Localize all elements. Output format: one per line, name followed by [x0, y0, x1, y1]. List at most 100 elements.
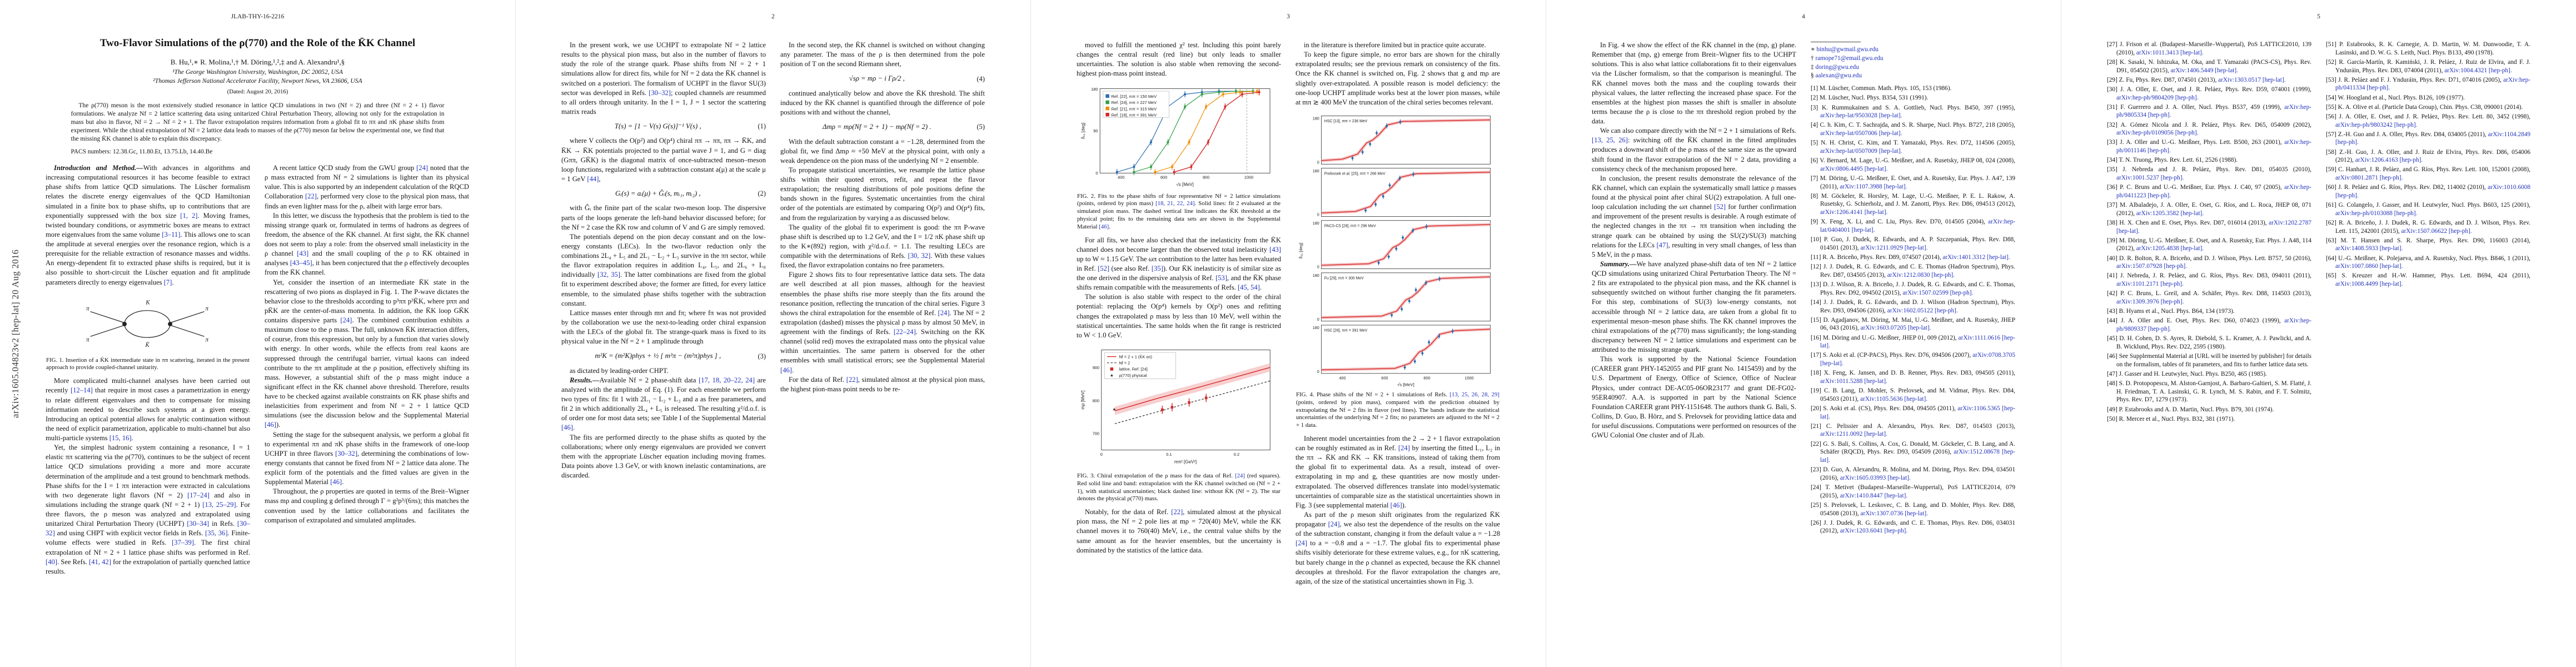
citation-link[interactable]: [46] — [561, 424, 573, 432]
arxiv-link[interactable]: arXiv:1307.0736 [hep-lat]. — [1860, 510, 1928, 517]
arxiv-link[interactable]: arXiv:1202.2787 [hep-lat]. — [2116, 219, 2311, 235]
arxiv-link[interactable]: arXiv:1211.0929 [hep-lat]. — [1860, 244, 1928, 251]
arxiv-link[interactable]: arXiv:1205.4838 [hep-lat]. — [2136, 245, 2204, 252]
citation-link[interactable]: [35, 36] — [205, 529, 228, 537]
arxiv-link[interactable]: arXiv:1309.3976 [hep-ph]. — [2116, 298, 2184, 305]
citation-link[interactable]: [30–32] — [335, 449, 358, 457]
arxiv-link[interactable]: arXiv:1507.06622 [hep-ph]. — [2401, 227, 2472, 235]
citation-link[interactable]: [1, 2] — [180, 211, 198, 220]
arxiv-link[interactable]: arXiv:1602.05122 [hep-ph]. — [1887, 307, 1958, 314]
arxiv-link[interactable]: arXiv:1507.07928 [hep-ph]. — [2116, 263, 2188, 270]
arxiv-link[interactable]: arXiv:1008.4499 [hep-lat]. — [2335, 281, 2403, 288]
arxiv-link[interactable]: arXiv:1107.3988 [hep-lat]. — [1840, 183, 1907, 190]
arxiv-link[interactable]: arXiv:hep-ph/9804209 [hep-ph]. — [2116, 94, 2199, 101]
arxiv-link[interactable]: arXiv:1603.07205 [hep-lat]. — [1860, 325, 1931, 332]
arxiv-link[interactable]: arXiv:0801.2871 [hep-ph]. — [2335, 175, 2403, 182]
citation-link[interactable]: [24] — [1398, 444, 1410, 452]
arxiv-link[interactable]: arXiv:hep-ph/0011146 [hep-ph]. — [2116, 139, 2311, 155]
arxiv-link[interactable]: arXiv:hep-ph/0103088 [hep-ph]. — [2335, 210, 2418, 217]
arxiv-link[interactable]: arXiv:1303.0517 [hep-lat]. — [2218, 76, 2286, 83]
citation-link[interactable]: [24] — [1328, 520, 1340, 529]
arxiv-link[interactable]: arXiv:1408.5933 [hep-lat]. — [2335, 245, 2403, 252]
arxiv-link[interactable]: arXiv:1410.8447 [hep-lat]. — [1840, 492, 1908, 499]
citation-link[interactable]: [46] — [1099, 223, 1109, 230]
arxiv-link[interactable]: arXiv:1211.0092 [hep-lat]. — [1820, 431, 1887, 438]
arxiv-link[interactable]: arXiv:hep-lat/9503028 [hep-lat]. — [1820, 112, 1902, 120]
citation-link[interactable]: [24] — [1234, 472, 1245, 479]
citation-link[interactable]: [46] — [780, 366, 792, 374]
citation-link[interactable]: [22] — [846, 375, 858, 384]
citation-link[interactable]: [43] — [297, 250, 309, 258]
arxiv-link[interactable]: arXiv:0806.4495 [hep-lat]. — [1820, 165, 1888, 172]
citation-link[interactable]: [53] — [1215, 274, 1228, 282]
arxiv-link[interactable]: arXiv:1101.2171 [hep-ph]. — [2116, 281, 2184, 288]
citation-link[interactable]: [44] — [587, 175, 599, 183]
arxiv-link[interactable]: arXiv:1105.5636 [hep-lat]. — [1860, 395, 1928, 402]
citation-link[interactable]: [46] — [330, 478, 342, 486]
email-link[interactable]: doring@gwu.edu — [1815, 63, 1859, 71]
arxiv-link[interactable]: arXiv:1512.08678 [hep-lat]. — [1820, 449, 2015, 464]
email-link[interactable]: ramope71@email.gwu.edu — [1815, 54, 1884, 62]
citation-link[interactable]: [32, 35] — [597, 271, 620, 279]
arxiv-link[interactable]: arXiv:1106.5365 [hep-lat]. — [1820, 405, 2015, 420]
citation-link[interactable]: [43] — [1269, 245, 1281, 253]
arxiv-link[interactable]: arXiv:1401.3312 [hep-lat]. — [1942, 254, 2010, 261]
arxiv-link[interactable]: arXiv:1001.5237 [hep-ph]. — [2116, 175, 2184, 182]
citation-link[interactable]: [24] — [938, 308, 950, 317]
arxiv-link[interactable]: arXiv:1004.4321 [hep-ph]. — [2444, 67, 2512, 74]
citation-link[interactable]: [18, 21, 22, 24] — [1155, 200, 1195, 207]
arxiv-link[interactable]: arXiv:1203.6041 [hep-ph]. — [1840, 527, 1908, 535]
email-link[interactable]: aalexan@gwu.edu — [1815, 72, 1862, 79]
citation-link[interactable]: [7] — [163, 278, 172, 286]
citation-link[interactable]: [46] — [1390, 501, 1402, 509]
citation-link[interactable]: [41, 42] — [89, 558, 111, 566]
citation-link[interactable]: [46] — [265, 421, 276, 429]
citation-link[interactable]: [52] — [1714, 203, 1726, 211]
arxiv-link[interactable]: arXiv:hep-lat/0507009 [hep-lat]. — [1820, 147, 1902, 155]
citation-link[interactable]: [22] — [1171, 508, 1183, 516]
citation-link[interactable]: [13, 25, 26, 28, 29] — [1449, 391, 1499, 398]
citation-link[interactable]: [35] — [1151, 264, 1163, 272]
citation-link[interactable]: [43–45] — [290, 259, 312, 267]
citation-link[interactable]: [24] — [1296, 539, 1307, 547]
arxiv-link[interactable]: arXiv:1206.4163 [hep-ph]. — [2355, 157, 2423, 164]
citation-link[interactable]: [17, 18, 20–22, 24] — [699, 376, 755, 384]
arxiv-link[interactable]: arXiv:hep-ph/0109056 [hep-ph]. — [2116, 130, 2199, 137]
email-link[interactable]: binhu@gwmail.gwu.edu — [1816, 46, 1879, 53]
arxiv-link[interactable]: arXiv:1507.02599 [hep-ph]. — [1902, 289, 1974, 296]
arxiv-link[interactable]: arXiv:1206.4141 [hep-lat]. — [1820, 209, 1888, 216]
citation-link[interactable]: [40] — [46, 558, 57, 566]
citation-link[interactable]: [30–34] — [187, 520, 210, 528]
arxiv-link[interactable]: arXiv:1007.0860 [hep-lat]. — [2335, 263, 2403, 270]
arxiv-link[interactable]: arXiv:1205.3582 [hep-lat]. — [2136, 210, 2204, 217]
arxiv-link[interactable]: arXiv:hep-ph/0411334 [hep-ph]. — [2335, 76, 2530, 92]
arxiv-link[interactable]: arXiv:0708.3705 [hep-lat]. — [1820, 352, 2015, 367]
citation-link[interactable]: [3–11] — [162, 230, 181, 238]
citation-link[interactable]: [45, 54] — [1237, 283, 1260, 292]
arxiv-link[interactable]: arXiv:hep-ph/0411223 [hep-ph]. — [2116, 184, 2311, 199]
arxiv-link[interactable]: arXiv:1104.2849 [hep-ph]. — [2335, 131, 2530, 146]
arxiv-link[interactable]: arXiv:hep-lat/0404001 [hep-lat]. — [1820, 218, 2015, 233]
citation-link[interactable]: [13, 25–29] — [202, 500, 236, 509]
citation-link[interactable]: [30–32] — [649, 88, 671, 97]
arxiv-link[interactable]: arXiv:hep-ph/9805334 [hep-ph]. — [2116, 103, 2311, 119]
arxiv-link[interactable]: arXiv:hep-lat/0507006 [hep-lat]. — [1820, 130, 1902, 137]
arxiv-link[interactable]: arXiv:1011.3413 [hep-lat]. — [2136, 49, 2204, 56]
citation-link[interactable]: [24] — [416, 164, 428, 172]
citation-link[interactable]: [12–14] — [70, 386, 93, 395]
arxiv-link[interactable]: arXiv:hep-ph/9809337 [hep-ph]. — [2116, 317, 2311, 332]
citation-link[interactable]: [30, 32] — [908, 252, 931, 260]
citation-link[interactable]: [22–24] — [893, 328, 916, 336]
citation-link[interactable]: [24] — [340, 316, 352, 324]
citation-link[interactable]: [15, 16] — [109, 434, 132, 442]
citation-link[interactable]: [52] — [1098, 264, 1110, 272]
arxiv-link[interactable]: arXiv:1011.5288 [hep-lat]. — [1820, 377, 1887, 385]
citation-link[interactable]: [30–32] — [46, 520, 250, 537]
arxiv-link[interactable]: arXiv:hep-ph/9803242 [hep-ph]. — [2335, 121, 2418, 128]
arxiv-link[interactable]: arXiv:1111.0616 [hep-lat]. — [1820, 334, 2015, 350]
citation-link[interactable]: [22] — [305, 192, 317, 201]
citation-link[interactable]: [13, 25, 26] — [1592, 136, 1628, 145]
citation-link[interactable]: [47] — [1656, 241, 1668, 249]
arxiv-link[interactable]: arXiv:1605.03993 [hep-lat]. — [1840, 474, 1911, 481]
